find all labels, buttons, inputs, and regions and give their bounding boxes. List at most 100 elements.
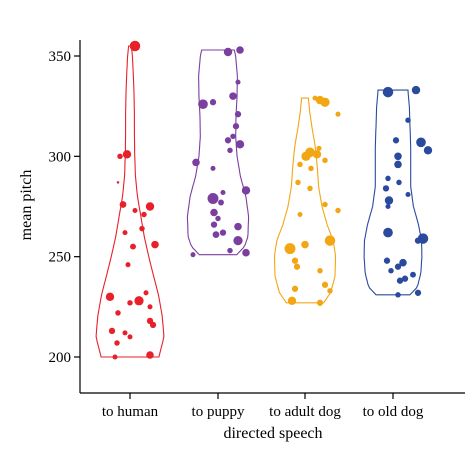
x-tick-label: to puppy [192,404,245,420]
data-point [383,227,393,238]
y-tick-label: 250 [49,250,72,266]
data-point [192,158,200,167]
data-point [224,137,232,144]
data-point [411,85,421,95]
data-point [241,186,251,195]
data-point [416,137,426,148]
data-point [129,40,141,52]
data-point [134,296,144,306]
data-point [410,271,416,278]
data-point [317,267,323,274]
data-point [116,181,120,184]
data-point [210,208,218,217]
violin-3 [273,97,337,304]
violin-4 [363,89,423,296]
data-point [122,150,132,159]
data-point [324,235,336,246]
axes: 200 250 300 350 to human to puppy to adult dog… [49,40,465,420]
data-point [230,133,236,140]
data-point [235,79,241,85]
data-point [143,290,149,296]
data-point [301,151,311,161]
data-point [147,304,153,310]
data-point [227,147,233,154]
data-point [223,47,233,57]
data-point [291,285,299,292]
data-point [322,157,328,164]
data-point [388,267,394,274]
data-point [414,289,422,296]
data-point [198,99,208,110]
x-tick-label: to old dog [363,404,424,420]
data-point [125,262,131,268]
data-point [127,300,133,306]
plot-area [95,40,433,360]
data-point [132,207,138,214]
data-point [423,146,433,155]
data-point [139,225,145,232]
data-point [146,351,154,359]
data-point [301,240,309,249]
data-point [284,243,296,255]
data-point [149,321,157,329]
data-point [385,175,391,182]
data-point [316,299,324,306]
data-point [207,193,219,204]
data-point [212,231,220,238]
data-point [321,281,329,288]
data-point [234,222,242,231]
data-point [219,229,227,236]
data-point [114,340,120,346]
data-point [382,185,390,192]
data-point [115,310,121,316]
data-point [122,330,128,336]
data-point [401,275,409,282]
x-axis-title: directed speech [223,425,322,442]
data-point [235,140,245,149]
data-point [236,46,244,54]
data-point [320,97,330,107]
data-point [383,257,391,264]
data-point [316,145,322,151]
data-point [141,211,147,218]
data-point [117,153,123,160]
data-point [297,211,303,218]
data-point [322,201,328,208]
data-point [384,196,394,205]
data-point [234,111,242,118]
y-tick-label: 300 [49,149,72,165]
data-point [382,86,394,98]
data-point [405,191,411,198]
data-point [108,327,116,335]
data-point [209,99,217,106]
y-tick-label: 350 [49,49,72,65]
data-point [127,334,133,340]
data-point [394,152,402,161]
data-point [297,161,303,168]
data-point [327,288,333,294]
data-point [395,292,401,298]
x-tick-label: to human [102,404,159,420]
data-point [218,199,224,206]
data-point [287,296,297,305]
data-point [105,292,115,301]
data-point [394,160,402,169]
data-point [307,185,313,192]
data-point [396,179,402,186]
data-point [394,263,402,270]
data-point [112,354,118,360]
data-point [229,92,237,100]
data-point [312,150,322,159]
data-point [151,240,159,249]
data-point [335,207,341,214]
data-point [227,247,233,254]
data-point [119,201,127,208]
data-point [392,137,400,144]
data-point [210,165,216,171]
violin-1 [95,45,165,358]
data-point [215,215,221,222]
data-point [405,117,411,123]
data-point [385,203,391,210]
data-point [293,263,301,270]
data-point [210,221,218,228]
